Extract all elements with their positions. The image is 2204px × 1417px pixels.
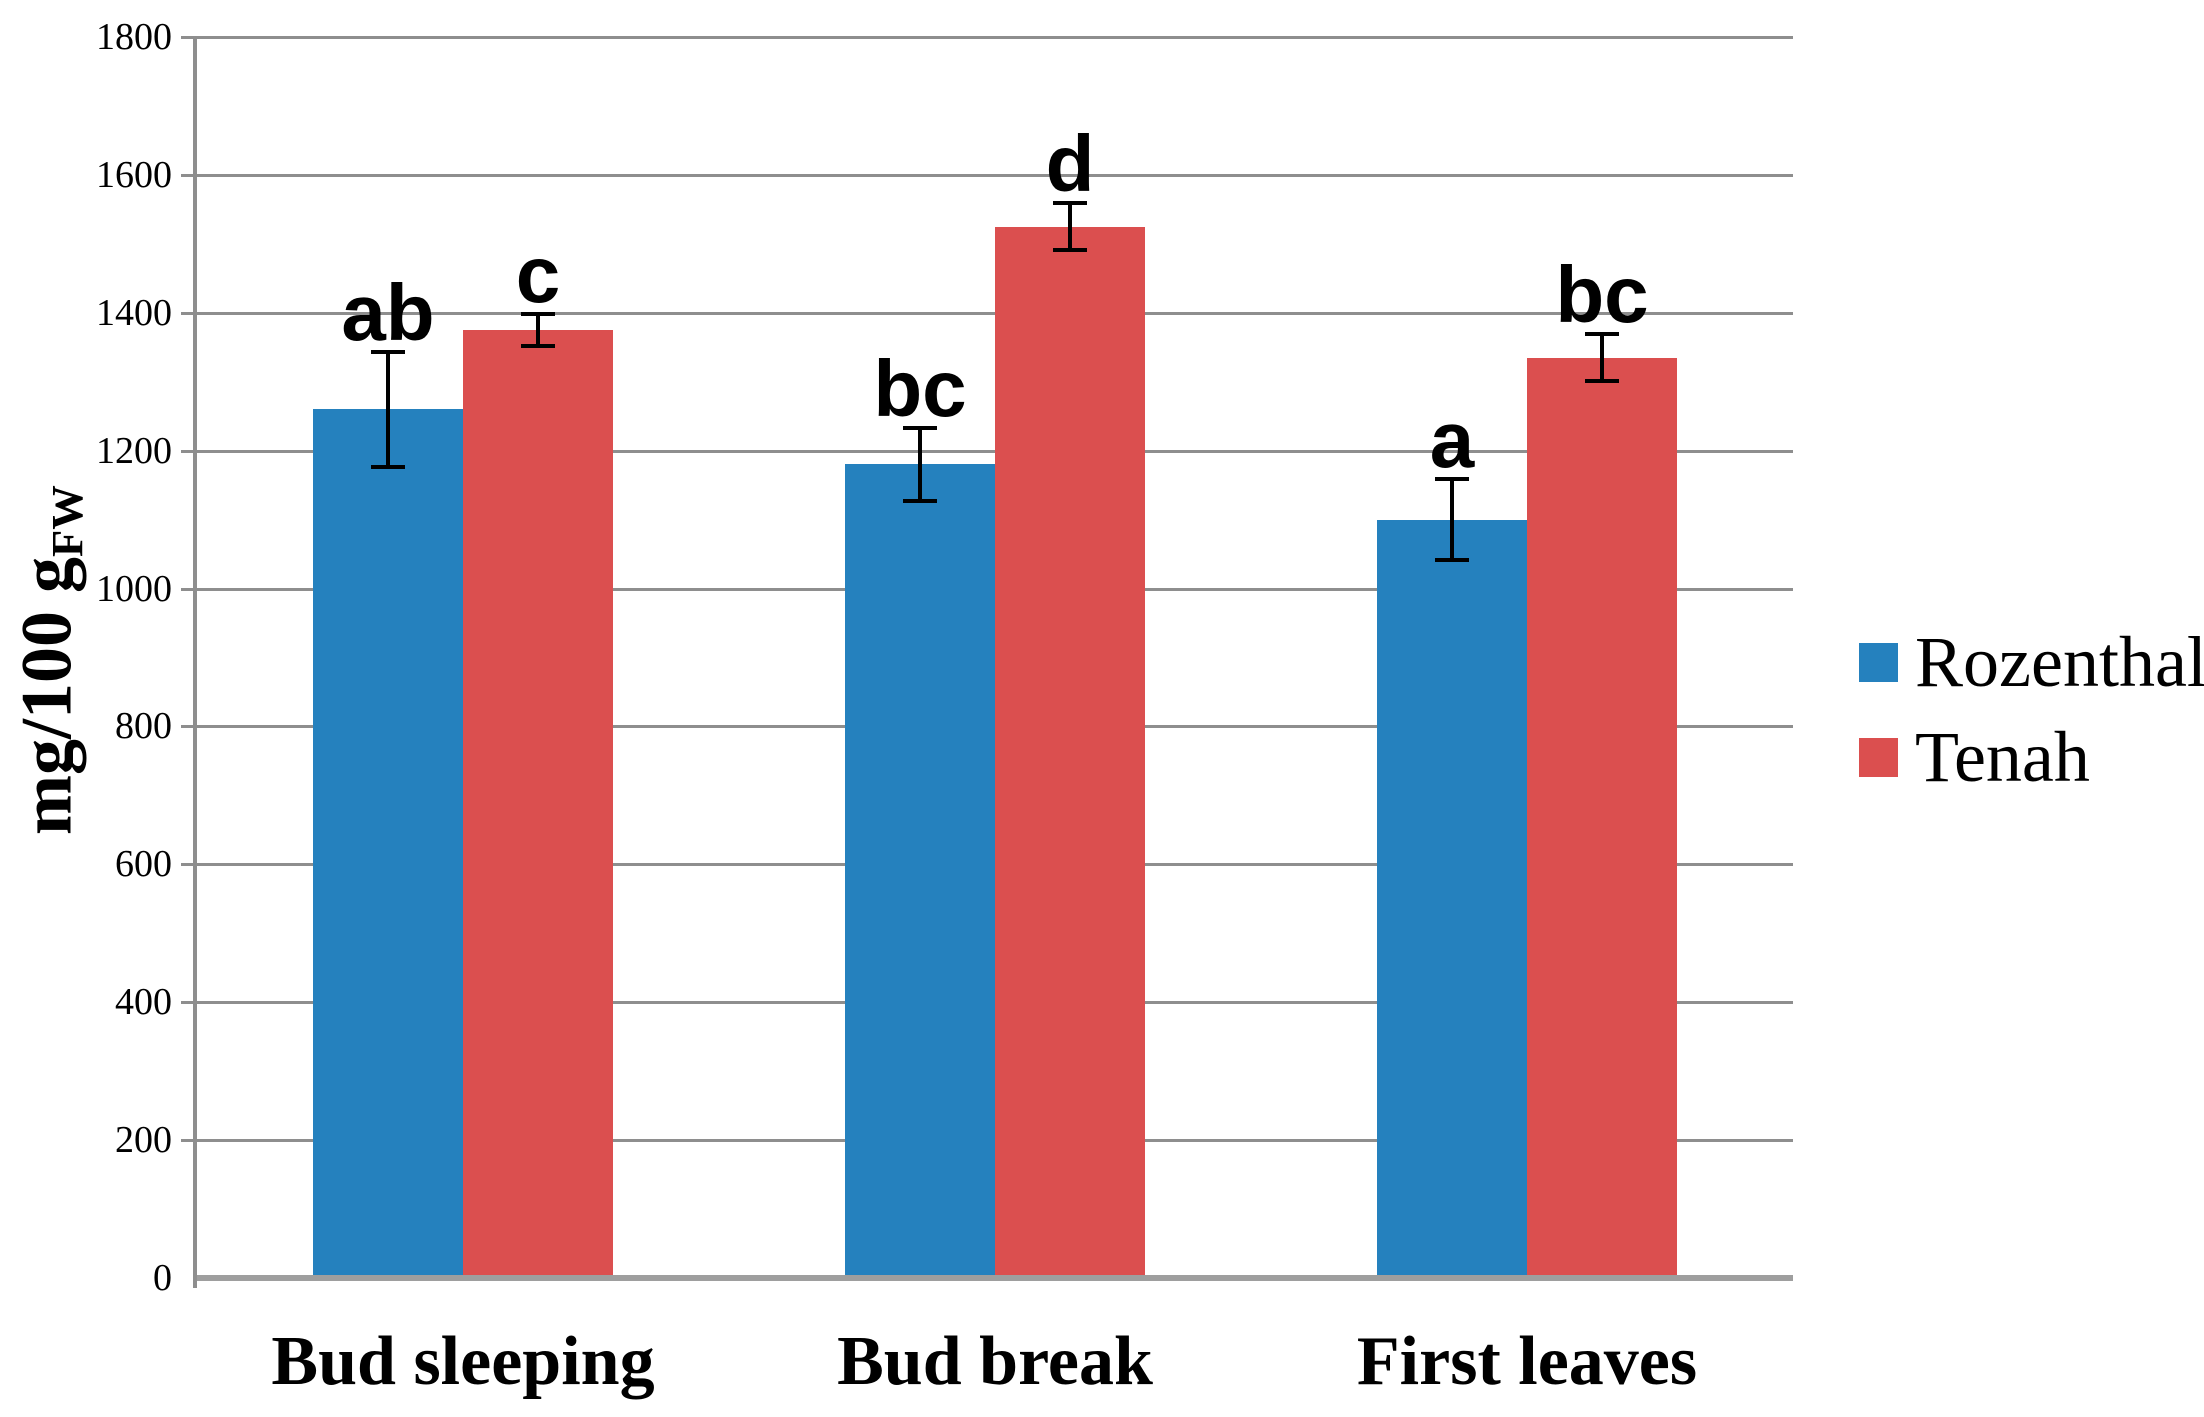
significance-letter: d bbox=[1045, 119, 1095, 209]
y-tick-label: 1200 bbox=[96, 429, 172, 472]
bar-tenah-bud-sleeping bbox=[463, 330, 613, 1278]
legend-label-tenah: Tenah bbox=[1915, 717, 2090, 797]
error-bar-cap-bottom bbox=[1435, 557, 1469, 562]
y-tick-label: 1400 bbox=[96, 291, 172, 334]
gridline bbox=[197, 36, 1793, 39]
category-label-bud-break: Bud break bbox=[837, 1323, 1153, 1400]
bar-tenah-first-leaves bbox=[1527, 357, 1677, 1278]
legend-item-rozenthal: Rozenthal bbox=[1859, 626, 2204, 698]
y-tick-label: 1600 bbox=[96, 153, 172, 196]
y-axis-tick bbox=[181, 36, 197, 39]
error-bar bbox=[1600, 333, 1604, 382]
y-tick-label: 1000 bbox=[96, 567, 172, 610]
error-bar-cap-top bbox=[1053, 201, 1087, 206]
bar-rozenthal-first-leaves bbox=[1377, 519, 1527, 1278]
y-axis-tick bbox=[181, 587, 197, 591]
y-tick-label: 400 bbox=[115, 981, 172, 1024]
legend-swatch-rozenthal bbox=[1859, 642, 1898, 682]
y-axis-tick bbox=[181, 449, 197, 453]
bar-rozenthal-bud-sleeping bbox=[313, 409, 463, 1278]
error-bar-cap-bottom bbox=[903, 499, 937, 504]
legend-item-tenah: Tenah bbox=[1859, 721, 2204, 793]
legend-swatch-tenah bbox=[1859, 737, 1898, 777]
y-axis-tick bbox=[181, 1001, 197, 1005]
bar-tenah-bud-break bbox=[995, 226, 1145, 1278]
gridline bbox=[197, 173, 1793, 177]
y-axis-tick bbox=[181, 1139, 197, 1143]
significance-letter: a bbox=[1429, 395, 1475, 485]
y-axis-line bbox=[193, 37, 197, 1288]
error-bar bbox=[918, 426, 922, 503]
error-bar-cap-top bbox=[903, 425, 937, 430]
y-axis-tick bbox=[181, 863, 197, 867]
significance-letter: ab bbox=[341, 267, 435, 357]
error-bar bbox=[1450, 478, 1454, 561]
legend-label-rozenthal: Rozenthal bbox=[1915, 622, 2204, 702]
error-bar-cap-bottom bbox=[371, 464, 405, 469]
y-axis-tick bbox=[181, 311, 197, 315]
error-bar-cap-top bbox=[521, 311, 555, 316]
error-bar-cap-top bbox=[1435, 477, 1469, 482]
y-tick-label: 800 bbox=[115, 705, 172, 748]
significance-letter: c bbox=[515, 229, 561, 319]
y-tick-label: 0 bbox=[153, 1257, 172, 1299]
y-tick-label: 200 bbox=[115, 1119, 172, 1162]
significance-letter: bc bbox=[1555, 250, 1649, 340]
y-axis-tick bbox=[181, 725, 197, 729]
error-bar-cap-bottom bbox=[1585, 378, 1619, 383]
category-label-first-leaves: First leaves bbox=[1356, 1323, 1698, 1400]
y-tick-label: 1800 bbox=[96, 16, 172, 58]
x-axis-line bbox=[197, 1275, 1793, 1281]
error-bar bbox=[386, 350, 390, 468]
error-bar-cap-top bbox=[1585, 332, 1619, 337]
error-bar bbox=[536, 312, 540, 348]
error-bar bbox=[1068, 202, 1072, 251]
significance-letter: bc bbox=[873, 343, 967, 433]
bar-rozenthal-bud-break bbox=[845, 464, 995, 1278]
error-bar-cap-top bbox=[371, 349, 405, 354]
error-bar-cap-bottom bbox=[521, 344, 555, 349]
error-bar-cap-bottom bbox=[1053, 247, 1087, 252]
legend: Rozenthal Tenah bbox=[1859, 626, 2204, 816]
y-tick-label: 600 bbox=[115, 843, 172, 886]
y-axis-tick bbox=[181, 173, 197, 177]
category-label-bud-sleeping: Bud sleeping bbox=[271, 1323, 655, 1400]
